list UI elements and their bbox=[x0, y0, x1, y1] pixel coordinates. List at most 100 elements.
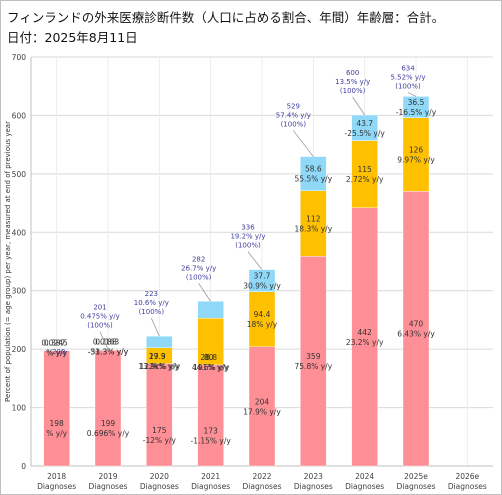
total-share-label: (100%) bbox=[395, 82, 421, 90]
callout-leader bbox=[352, 96, 365, 116]
segment-value-label: 115 bbox=[358, 165, 373, 174]
segment-value-label: 442 bbox=[358, 328, 373, 337]
callout-leader bbox=[293, 130, 314, 157]
segment-change-label: -51.3% y/y bbox=[88, 348, 129, 357]
total-value-label: 200 bbox=[52, 348, 65, 356]
segment-value-label: 359 bbox=[306, 352, 321, 361]
total-share-label: (100%) bbox=[235, 242, 261, 250]
segment-value-label: 470 bbox=[409, 320, 424, 329]
total-change-label: 57.4% y/y bbox=[276, 112, 311, 120]
bar-segment bbox=[351, 114, 378, 141]
total-value-label: 223 bbox=[145, 290, 158, 298]
total-change-label: 5.52% y/y bbox=[390, 73, 425, 81]
y-tick-label: 400 bbox=[12, 228, 27, 237]
bar-segment bbox=[300, 156, 327, 192]
segment-change-label: 75.8% y/y bbox=[295, 362, 333, 371]
y-tick-label: 200 bbox=[12, 345, 27, 354]
segment-value-label: 19.9 bbox=[149, 352, 166, 361]
bar-segment bbox=[146, 335, 173, 348]
x-tick-label: 2019 bbox=[98, 472, 117, 481]
x-tick-label: 2024 bbox=[355, 472, 374, 481]
bar-segment bbox=[402, 191, 430, 467]
segment-value-label: 0.0163 bbox=[93, 338, 119, 347]
chart-title: フィンランドの外来医療診断件数（人口に占める割合、年間）年齢層：合計。 bbox=[7, 10, 445, 25]
y-tick-label: 100 bbox=[12, 404, 27, 413]
bar-segment bbox=[248, 346, 276, 467]
total-share-label: (100%) bbox=[340, 87, 366, 95]
segment-value-label: 0.0245 bbox=[42, 338, 68, 347]
x-tick-label: 2023 bbox=[304, 472, 323, 481]
y-tick-label: 300 bbox=[12, 287, 27, 296]
y-axis-title: Percent of population (= age group) per … bbox=[4, 121, 12, 402]
segment-change-label: -16.5% y/y bbox=[396, 108, 437, 117]
segment-value-label: 112 bbox=[306, 215, 321, 224]
x-tick-label: Diagnoses bbox=[397, 482, 436, 491]
total-value-label: 201 bbox=[93, 304, 106, 312]
segment-change-label: -33.3% y/y bbox=[88, 348, 129, 357]
bar-segment bbox=[197, 364, 224, 467]
x-tick-label: Diagnoses bbox=[140, 482, 179, 491]
total-share-label: (100%) bbox=[281, 121, 307, 129]
segment-change-label: 23.2% y/y bbox=[346, 338, 384, 347]
bar-segment bbox=[146, 363, 173, 467]
segment-value-label: 204 bbox=[255, 397, 270, 406]
segment-change-label: 13.9k% y/y bbox=[138, 362, 181, 371]
segment-change-label: -1.15% y/y bbox=[191, 436, 232, 445]
x-tick-label: Diagnoses bbox=[191, 482, 230, 491]
x-tick-label: Diagnoses bbox=[294, 482, 333, 491]
x-tick-label: Diagnoses bbox=[345, 482, 384, 491]
segment-value-label: 94.4 bbox=[254, 310, 271, 319]
total-value-label: 282 bbox=[192, 255, 205, 263]
segment-change-label: 191% y/y bbox=[193, 363, 229, 372]
x-tick-label: 2026e bbox=[455, 472, 479, 481]
x-tick-label: 2025e bbox=[404, 472, 428, 481]
total-change-label: 13.5% y/y bbox=[335, 78, 370, 86]
segment-value-label: 173 bbox=[204, 426, 219, 435]
y-tick-label: 500 bbox=[12, 170, 27, 179]
bar-segment bbox=[300, 256, 327, 467]
total-change-label: 10.6% y/y bbox=[134, 299, 169, 307]
callout-leader bbox=[99, 331, 109, 350]
chart-subtitle-date: 日付：2025年8月11日 bbox=[7, 30, 138, 45]
segment-value-label: 0.387 bbox=[44, 338, 66, 347]
segment-change-label: 30.9% y/y bbox=[243, 282, 281, 291]
segment-change-label: -25.5% y/y bbox=[345, 129, 386, 138]
segment-change-label: 2.72% y/y bbox=[346, 175, 384, 184]
total-share-label: (100%) bbox=[87, 322, 113, 330]
segment-change-label: 44.6% y/y bbox=[192, 363, 230, 372]
segment-change-label: 9.97% y/y bbox=[397, 156, 435, 165]
segment-change-label: 17.9% y/y bbox=[243, 407, 281, 416]
callout-leader bbox=[247, 251, 263, 270]
segment-change-label: 18% y/y bbox=[247, 320, 278, 329]
x-tick-label: 2021 bbox=[201, 472, 220, 481]
bar-segment bbox=[43, 349, 70, 351]
bar-segment bbox=[43, 350, 70, 467]
segment-change-label: % y/y bbox=[46, 348, 67, 357]
segment-value-label: 80 bbox=[204, 353, 214, 362]
x-tick-label: 2020 bbox=[150, 472, 169, 481]
callout-leader bbox=[150, 318, 160, 337]
total-value-label: 600 bbox=[346, 69, 359, 77]
segment-value-label: 199 bbox=[101, 419, 116, 428]
x-tick-label: Diagnoses bbox=[243, 482, 282, 491]
total-change-label: 26.7% y/y bbox=[181, 264, 216, 272]
segment-change-label: 18.3% y/y bbox=[295, 225, 333, 234]
total-value-label: 336 bbox=[241, 224, 255, 232]
segment-value-label: 126 bbox=[409, 146, 424, 155]
callout-leader bbox=[198, 283, 211, 302]
segment-value-label: 43.7 bbox=[356, 119, 373, 128]
y-tick-label: 700 bbox=[12, 53, 27, 62]
segment-value-label: 27.3 bbox=[149, 352, 166, 361]
bar-segment bbox=[351, 207, 378, 467]
total-change-label: 0.475% y/y bbox=[80, 313, 120, 321]
segment-value-label: 58.6 bbox=[305, 165, 322, 174]
segment-change-label: 122k% y/y bbox=[140, 362, 180, 371]
segment-change-label: 6.43% y/y bbox=[397, 330, 435, 339]
segment-change-label: -12% y/y bbox=[143, 436, 177, 445]
segment-value-label: 36.5 bbox=[408, 98, 425, 107]
segment-value-label: 37.7 bbox=[254, 272, 271, 281]
x-tick-label: 2018 bbox=[47, 472, 66, 481]
total-change-label: 19.2% y/y bbox=[230, 233, 265, 241]
